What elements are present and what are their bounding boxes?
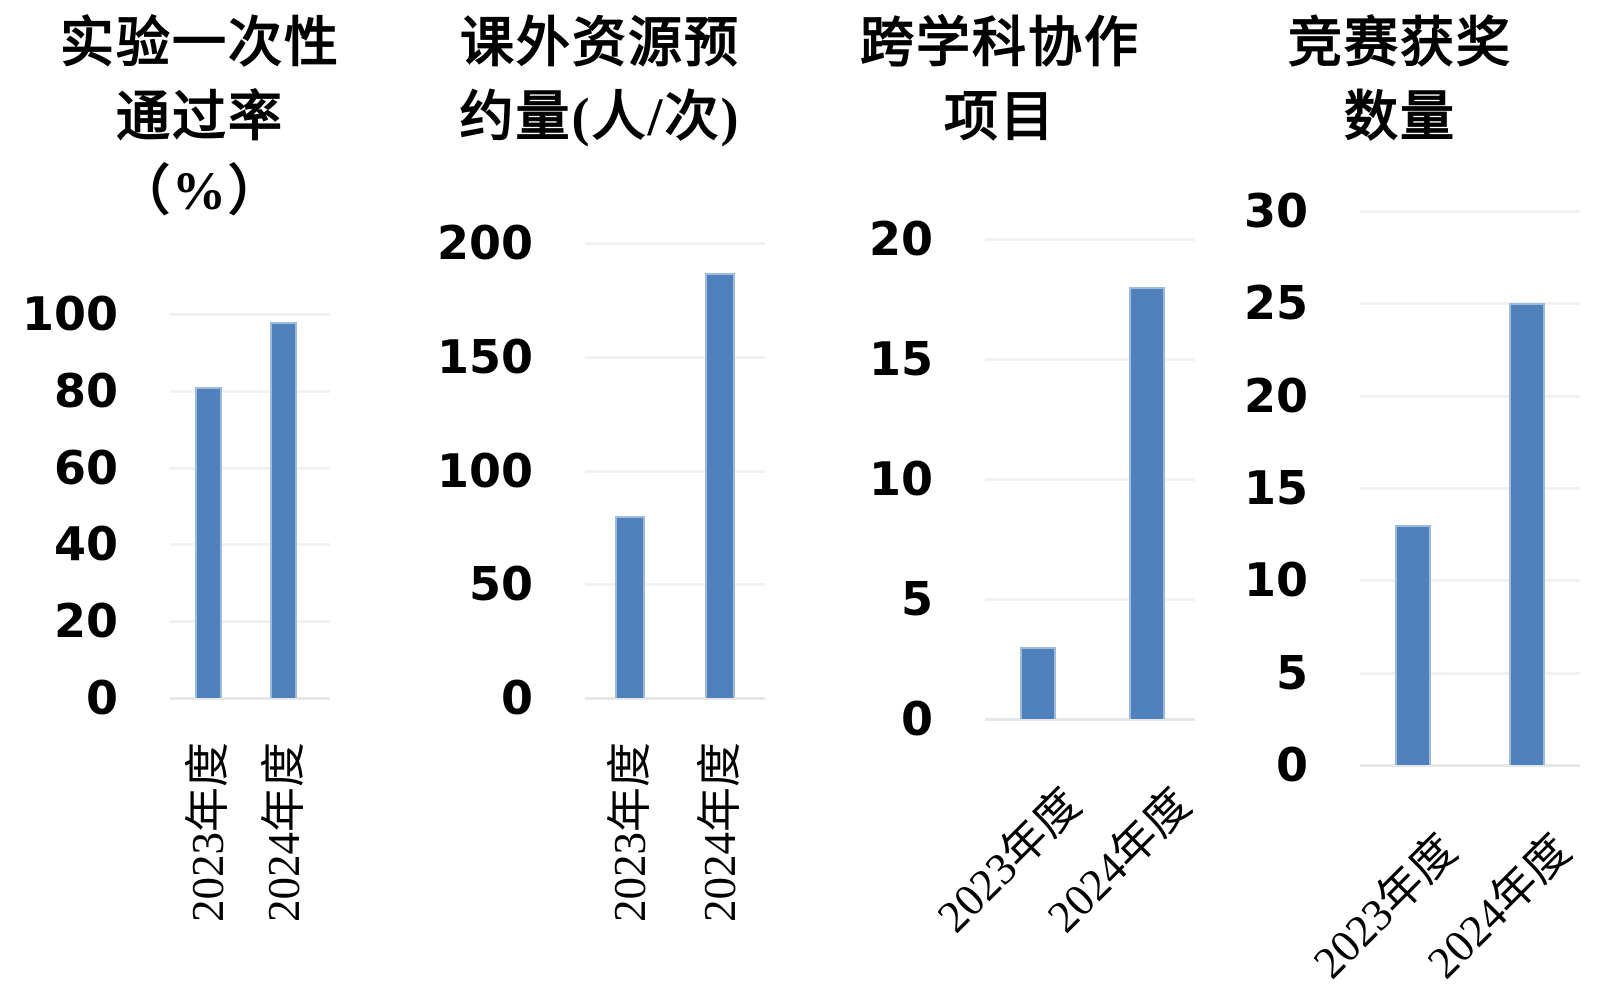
bar-2023: [194, 386, 222, 698]
y-axis-tick-label: 30: [1243, 184, 1308, 238]
chart-title-line: 竞赛获奖: [1288, 13, 1512, 73]
bar-2024: [705, 272, 735, 698]
gridline: [170, 543, 330, 547]
y-axis-tick-label: 20: [1243, 368, 1308, 423]
bar-2024: [1128, 287, 1165, 719]
chart-title: 实验一次性通过率 （%）: [0, 6, 400, 228]
chart-title-line: 课外资源预: [460, 13, 740, 73]
gridline: [170, 313, 330, 316]
chart-title-line: 数量: [1344, 87, 1456, 147]
y-axis-tick-label: 40: [53, 517, 118, 572]
gridline: [170, 389, 330, 393]
y-axis-tick-label: 5: [1275, 645, 1308, 700]
y-axis-tick-label: 25: [1243, 276, 1308, 331]
y-axis-tick-label: 0: [900, 692, 933, 746]
x-axis-label: 2024年度: [258, 742, 309, 923]
y-axis-tick-label: 20: [53, 594, 118, 649]
chart-experiment-pass-rate: 实验一次性通过率 （%） 0 20 40 60 80 100 2023年度 2024年度: [0, 0, 400, 997]
plot-area: [1360, 210, 1580, 767]
chart-title-line: 跨学科协作: [860, 13, 1140, 73]
gridline: [170, 620, 330, 624]
bar-2023: [1019, 647, 1056, 719]
chart-resource-reservations: 课外资源预约量(人/次) 0 50 100 150 200 2023年度 2024年度: [400, 0, 800, 997]
y-axis-tick-label: 200: [436, 216, 533, 270]
gridline: [1360, 579, 1580, 583]
y-axis-tick-label: 5: [900, 572, 933, 626]
gridline: [585, 583, 765, 587]
x-axis-label: 2024年度: [695, 742, 745, 923]
y-axis-tick-label: 80: [53, 363, 118, 418]
y-axis-tick-label: 0: [500, 671, 533, 725]
y-axis-tick-label: 100: [436, 443, 533, 498]
chart-competition-awards: 竞赛获奖 数量 0 5 10 15 20 25 30 2023年度 2024年度: [1200, 0, 1600, 997]
gridline: [985, 238, 1195, 241]
gridline: [585, 355, 765, 359]
gridline: [985, 358, 1195, 361]
chart-title-line: 通过率: [116, 87, 284, 147]
x-axis-label: 2023年度: [183, 742, 234, 923]
y-axis-tick-label: 60: [53, 440, 118, 495]
y-axis-tick-label: 150: [436, 329, 533, 384]
y-axis-tick-label: 10: [868, 452, 933, 506]
plot-area: [985, 238, 1195, 721]
chart-title-line: 实验一次性: [60, 13, 340, 73]
y-axis-tick-label: 10: [1243, 553, 1308, 608]
gridline: [585, 469, 765, 473]
gridline: [985, 478, 1195, 481]
bar-2023: [615, 516, 645, 698]
y-axis-tick-label: 100: [21, 287, 118, 341]
x-axis-label: 2023年度: [605, 742, 655, 923]
y-axis-tick-label: 15: [868, 332, 933, 386]
chart-title-line: （%）: [116, 161, 284, 221]
x-axis-line: [1360, 764, 1580, 767]
x-axis-line: [170, 697, 330, 700]
gridline: [170, 466, 330, 470]
chart-title: 课外资源预约量(人/次): [400, 6, 800, 154]
chart-title-line: 约量(人/次): [459, 87, 741, 147]
y-axis-tick-label: 15: [1243, 461, 1308, 515]
gridline: [1360, 394, 1580, 398]
gridline: [585, 242, 765, 245]
y-axis-tick-label: 20: [868, 212, 933, 266]
chart-title: 竞赛获奖 数量: [1200, 6, 1600, 154]
gridline: [1360, 210, 1580, 213]
bar-2023: [1394, 524, 1431, 765]
chart-title: 跨学科协作 项目: [800, 6, 1200, 154]
bar-2024: [1509, 303, 1546, 765]
gridline: [1360, 671, 1580, 675]
plot-area: [585, 242, 765, 700]
y-axis-tick-label: 50: [468, 557, 533, 612]
y-axis-tick-label: 0: [85, 671, 118, 725]
gridline: [1360, 302, 1580, 306]
y-axis-tick-label: 0: [1275, 738, 1308, 792]
bar-2024: [270, 321, 298, 698]
gridline: [1360, 487, 1580, 490]
chart-interdisciplinary-projects: 跨学科协作 项目 0 5 10 15 20 2023年度 2024年度: [800, 0, 1200, 997]
x-axis-line: [585, 697, 765, 700]
x-axis-line: [985, 718, 1195, 721]
plot-area: [170, 313, 330, 700]
chart-title-line: 项目: [944, 87, 1056, 147]
gridline: [985, 598, 1195, 601]
